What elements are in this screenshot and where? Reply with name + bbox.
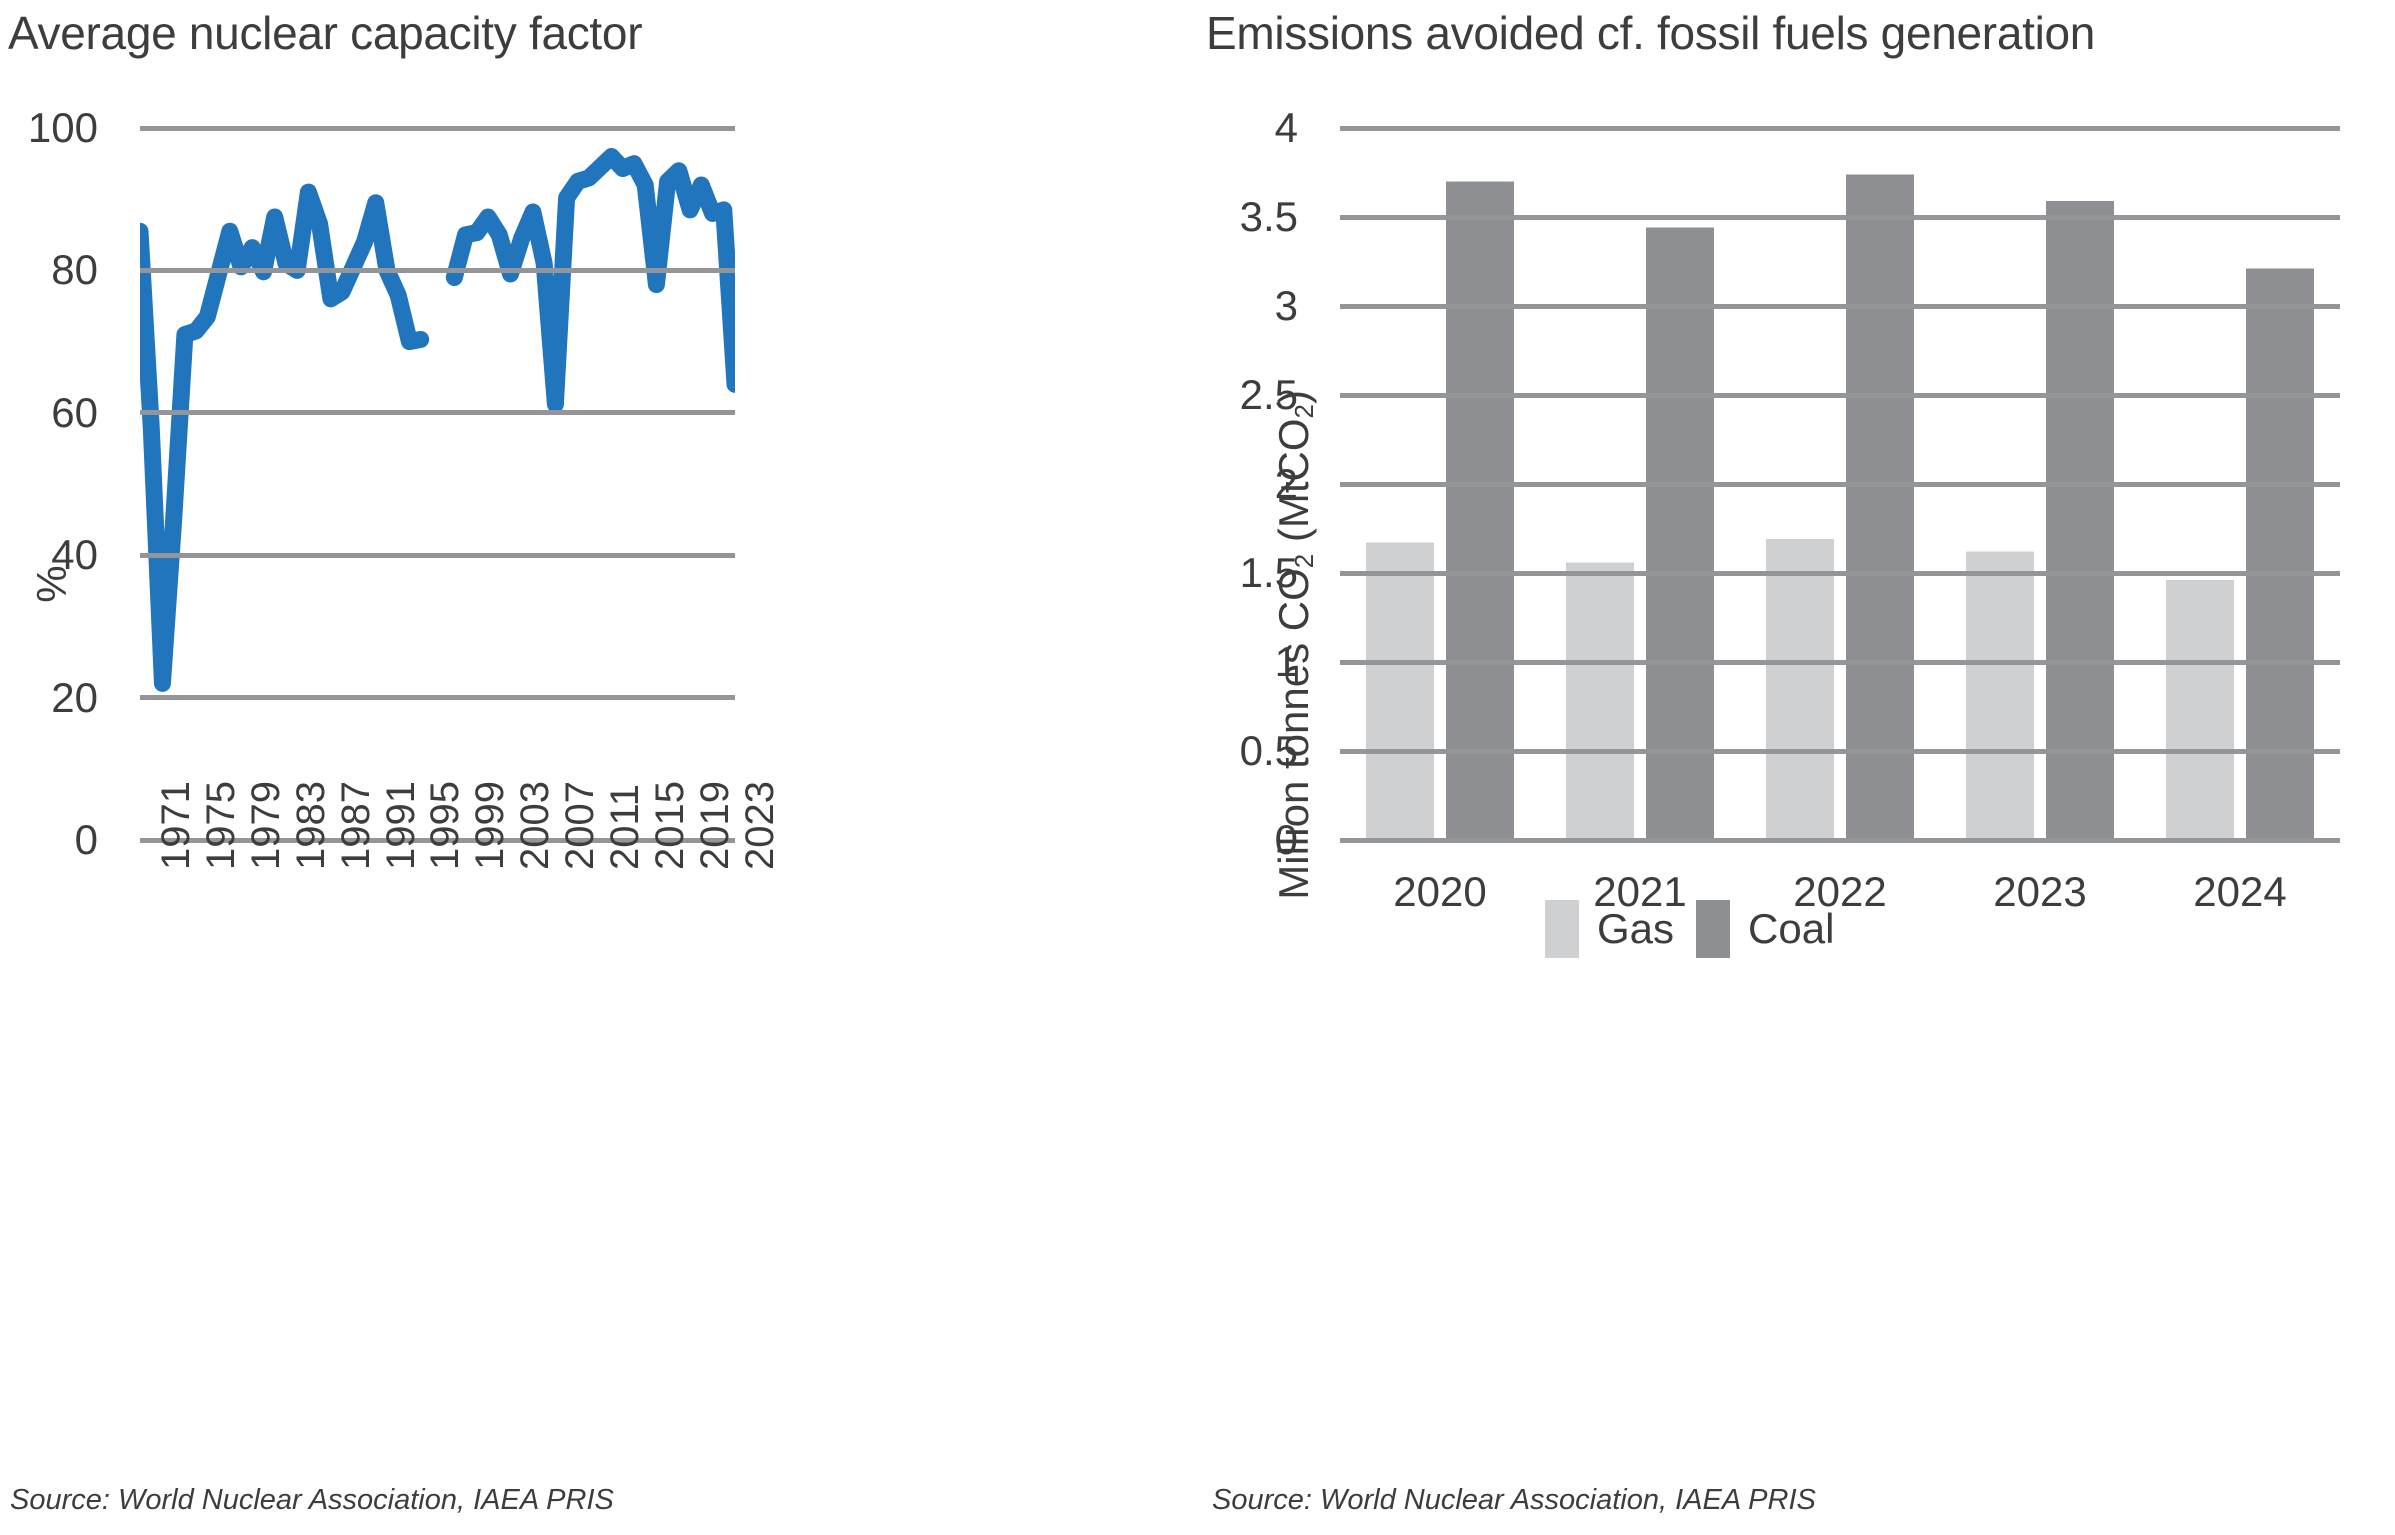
x-tick-label: 1971 — [154, 781, 198, 870]
x-tick-label: 2024 — [2193, 868, 2287, 915]
gridline — [1340, 570, 2340, 576]
right-plot-area — [1340, 125, 2340, 843]
x-tick-label: 1991 — [378, 781, 423, 870]
right-chart-panel: Emissions avoided cf. fossil fuels gener… — [1190, 0, 2395, 1535]
x-tick-label: 2019 — [692, 781, 737, 870]
gridline — [140, 695, 735, 701]
y-tick-label: 100 — [27, 104, 98, 151]
y-tick-label: 4 — [1274, 104, 1298, 151]
bar-coal-2023 — [2046, 201, 2114, 840]
y-tick-label: 1.5 — [1239, 549, 1298, 596]
x-tick-label: 1999 — [468, 781, 513, 870]
gridline — [1340, 303, 2340, 309]
y-tick-label: 2.5 — [1239, 371, 1298, 418]
gridline — [1340, 659, 2340, 665]
legend-swatch-gas — [1545, 900, 1579, 958]
bar-gas-2024 — [2166, 580, 2234, 840]
bar-gas-2022 — [1766, 539, 1834, 840]
y-tick-label: 3.5 — [1239, 193, 1298, 240]
x-tick-label: 2023 — [737, 781, 782, 870]
bar-coal-2021 — [1646, 227, 1714, 840]
bar-gas-2021 — [1566, 562, 1634, 840]
gridline — [140, 267, 735, 273]
capacity-factor-line-chart — [140, 147, 735, 692]
y-tick-label: 1 — [1274, 638, 1298, 685]
y-tick-label: 0 — [1274, 816, 1298, 863]
capacity-factor-line-segment-2 — [445, 147, 735, 413]
bar-coal-2024 — [2246, 268, 2314, 840]
chart-legend: Gas Coal — [1545, 900, 1834, 958]
legend-item-coal: Coal — [1696, 900, 1834, 958]
bar-gas-2020 — [1366, 542, 1434, 840]
left-chart-panel: Average nuclear capacity factor % 0 20 40 6… — [0, 0, 1190, 1535]
legend-label: Coal — [1748, 905, 1835, 952]
bar-coal-2020 — [1446, 181, 1514, 840]
left-source-note: Source: World Nuclear Association, IAEA … — [10, 1484, 614, 1516]
y-tick-label: 60 — [51, 388, 98, 436]
gridline — [1340, 392, 2340, 398]
capacity-factor-line-segment-1 — [140, 183, 430, 692]
left-chart-title: Average nuclear capacity factor — [8, 7, 643, 59]
y-tick-label: 40 — [51, 531, 98, 579]
bar-gas-2023 — [1966, 551, 2034, 840]
gridline — [140, 552, 735, 558]
y-tick-label: 2 — [1274, 460, 1298, 507]
x-tick-label: 2022 — [1793, 868, 1887, 915]
gridline — [1340, 214, 2340, 220]
x-tick-label: 2023 — [1993, 868, 2087, 915]
gridline — [140, 125, 735, 131]
gridline — [1340, 125, 2340, 131]
y-tick-label: 80 — [51, 246, 98, 294]
right-chart-title: Emissions avoided cf. fossil fuels gener… — [1206, 7, 2096, 59]
x-tick-label: 1987 — [333, 781, 378, 870]
y-tick-label: 0 — [74, 816, 98, 863]
x-tick-label: 2021 — [1593, 868, 1687, 915]
x-tick-label: 2007 — [558, 781, 603, 870]
gridline — [140, 410, 735, 416]
gridline — [1340, 748, 2340, 754]
x-tick-label: 1975 — [198, 781, 243, 870]
gridline — [1340, 837, 2340, 843]
gridline — [140, 837, 735, 843]
y-tick-label: 20 — [51, 673, 98, 721]
legend-swatch-coal — [1696, 900, 1731, 958]
x-tick-label: 1983 — [288, 781, 333, 870]
bar-coal-2022 — [1846, 174, 1914, 840]
y-tick-label: 0.5 — [1239, 727, 1298, 774]
left-plot-area — [140, 125, 735, 843]
y-tick-label: 3 — [1274, 282, 1298, 329]
gridline — [1340, 481, 2340, 487]
x-tick-label: 2003 — [513, 781, 558, 870]
legend-label: Gas — [1597, 905, 1675, 952]
x-tick-label: 2020 — [1393, 868, 1487, 915]
x-tick-label: 1979 — [243, 781, 288, 870]
x-tick-label: 2015 — [647, 781, 692, 870]
legend-item-gas: Gas — [1545, 900, 1674, 958]
x-tick-label: 2011 — [603, 783, 648, 870]
x-tick-label: 1995 — [423, 781, 468, 870]
right-source-note: Source: World Nuclear Association, IAEA … — [1212, 1484, 1816, 1516]
